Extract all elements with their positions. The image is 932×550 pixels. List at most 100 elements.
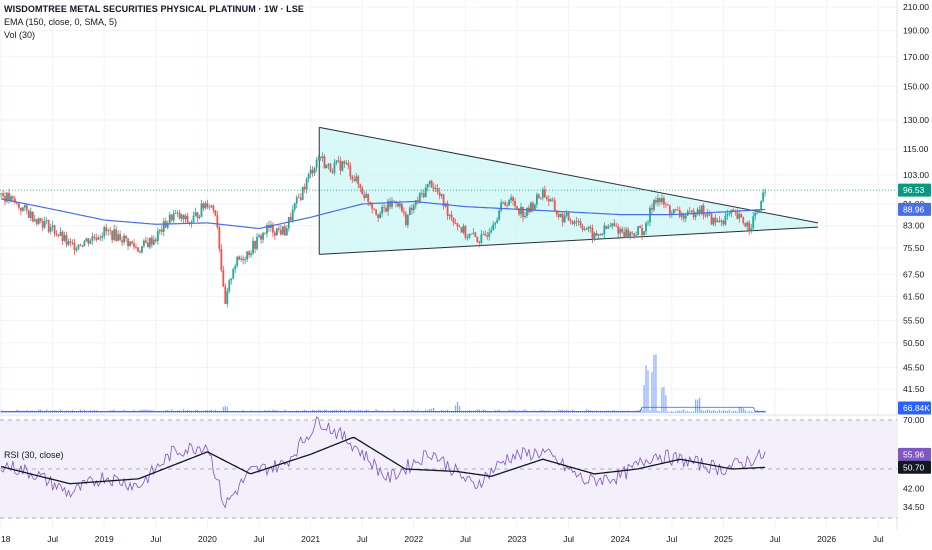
candle-body	[238, 256, 241, 260]
volume-bar	[651, 372, 653, 413]
candle-body	[722, 220, 725, 225]
candle-body	[490, 230, 493, 233]
candle-body	[317, 156, 320, 160]
volume-bar	[254, 410, 256, 413]
volume-bar	[200, 411, 203, 413]
candle-body	[194, 212, 197, 216]
candle-body	[224, 286, 227, 304]
candle-body	[657, 198, 659, 203]
ema-line[interactable]	[0, 198, 766, 230]
volume-bar	[456, 401, 459, 413]
candle-body	[661, 198, 663, 203]
volume-bar	[244, 411, 246, 413]
candle-body	[587, 226, 590, 230]
triangle-lower-line[interactable]	[319, 226, 819, 255]
candle-body	[323, 156, 326, 169]
volume-tag	[898, 401, 931, 415]
candle-body	[301, 186, 304, 200]
volume-bar	[661, 387, 663, 413]
rsi-line[interactable]	[0, 416, 766, 509]
volume-bar	[443, 410, 445, 413]
candle-body	[353, 179, 356, 181]
candle-body	[228, 280, 231, 292]
volume-bar	[728, 409, 730, 413]
volume-bar	[224, 405, 226, 413]
volume-bar	[452, 411, 455, 413]
volume-bar	[327, 410, 330, 413]
time-axis[interactable]: 18 Jul 2019 Jul 2020 Jul 2021 Jul 2022 Jul 2023 Jul…	[1, 534, 884, 544]
candle-body	[678, 209, 681, 217]
candle-body	[246, 251, 249, 260]
time-tick-label: Jul	[770, 534, 781, 544]
volume-bar	[754, 410, 756, 413]
candle-body	[424, 187, 427, 197]
candle-body	[272, 224, 274, 233]
candle-body	[504, 202, 507, 206]
volume-bar	[232, 410, 234, 413]
volume-bar	[536, 411, 538, 413]
candle-body	[331, 171, 334, 173]
triangle-upper-line[interactable]	[319, 126, 819, 224]
candle-body	[514, 200, 516, 207]
candle-body	[379, 213, 381, 218]
candle-body	[307, 173, 310, 179]
candle-body	[2, 193, 4, 197]
candle-body	[526, 207, 528, 216]
candle-body	[450, 214, 453, 219]
volume-bar	[581, 411, 584, 413]
candle-body	[393, 200, 395, 202]
volume-bar	[270, 411, 272, 413]
candle-body	[710, 213, 713, 225]
time-tick-label: 2019	[95, 534, 114, 544]
candle-body	[468, 233, 471, 238]
rsi-tag-label: 55.96	[903, 449, 925, 459]
candle-body	[339, 160, 342, 171]
candle-body	[329, 164, 332, 172]
volume-bar	[752, 411, 754, 413]
candle-body	[87, 238, 90, 244]
volume-bar	[657, 410, 659, 413]
candle-body	[512, 197, 514, 201]
volume-bar	[693, 411, 695, 413]
volume-bar	[415, 410, 417, 413]
candle-body	[79, 244, 82, 246]
candle-body	[119, 234, 122, 241]
candle-body	[148, 237, 151, 248]
candle-body	[579, 221, 582, 226]
volume-bar	[677, 410, 679, 413]
volume-legend[interactable]: Vol (30)	[4, 30, 36, 40]
rsi-ma-line[interactable]	[0, 436, 766, 485]
candle-body	[137, 247, 139, 252]
volume-bar	[131, 411, 133, 413]
volume-bar	[75, 411, 78, 413]
candle-body	[182, 214, 185, 220]
candle-body	[498, 210, 501, 220]
candle-body	[500, 202, 503, 211]
candle-body	[19, 207, 22, 211]
candle-body	[494, 222, 497, 225]
candle-body	[333, 162, 336, 173]
volume-bar	[91, 410, 93, 413]
volume-bar	[212, 411, 214, 413]
candle-body	[732, 209, 735, 212]
volume-bar	[492, 411, 494, 413]
candle-body	[633, 233, 636, 236]
volume-bar	[714, 410, 717, 413]
candle-body	[12, 196, 14, 199]
candle-body	[299, 197, 302, 200]
candle-body	[736, 212, 739, 219]
volume-bar	[14, 411, 16, 413]
price-axis[interactable]: 210.00 190.00 170.00 150.00 130.00 115.00 103.…	[903, 2, 929, 394]
volume-bar	[266, 410, 268, 413]
volume-bar	[480, 410, 482, 413]
candle-body	[432, 187, 435, 189]
candle-body	[8, 192, 10, 201]
volume-bar	[437, 411, 439, 413]
candle-body	[414, 200, 417, 206]
candle-body	[629, 232, 632, 238]
candle-body	[150, 237, 153, 245]
ema-legend[interactable]: EMA (150, close, 0, SMA, 5)	[4, 17, 118, 27]
volume-bar	[192, 411, 195, 413]
rsi-legend[interactable]: RSI (30, close)	[4, 450, 64, 460]
